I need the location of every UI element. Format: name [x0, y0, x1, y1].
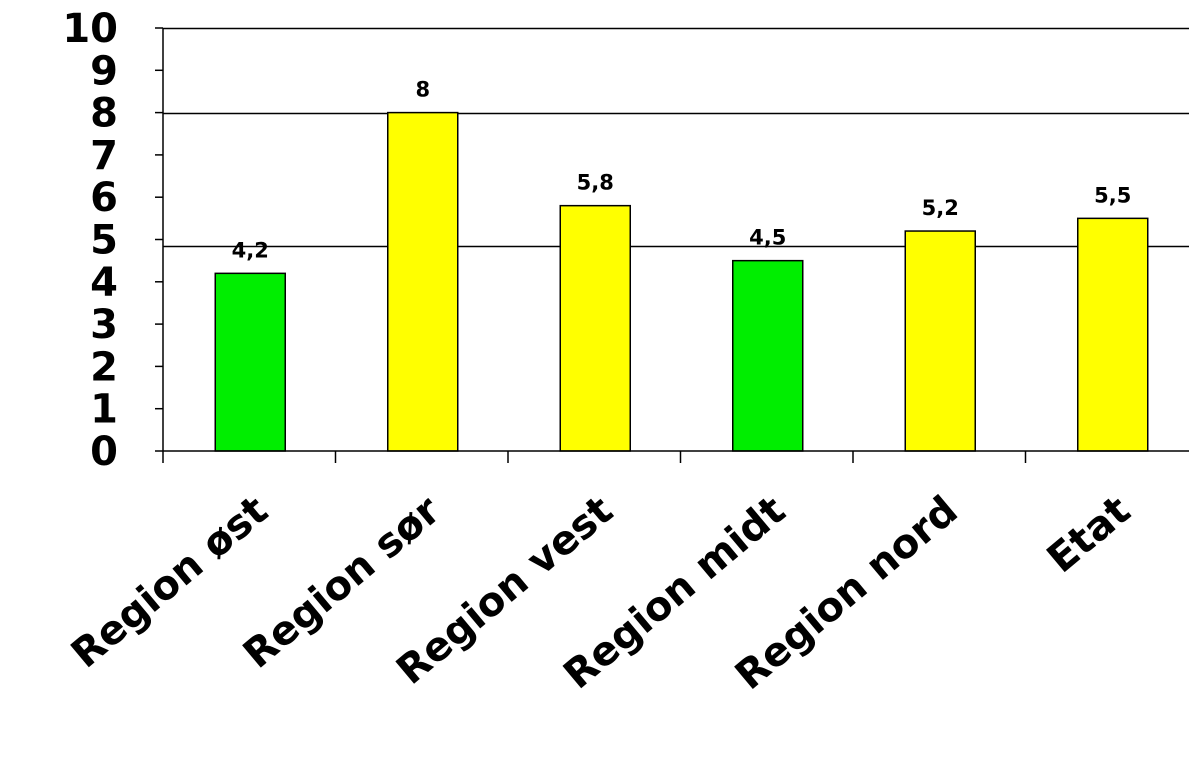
y-tick-label: 1 — [90, 387, 118, 433]
y-tick-label: 4 — [90, 260, 118, 306]
reference-lines — [163, 27, 1189, 248]
bar — [559, 204, 631, 452]
x-tick-label: Etat — [1039, 487, 1139, 582]
data-label: 8 — [415, 78, 430, 102]
y-tick-label: 10 — [62, 6, 118, 52]
y-tick-label: 9 — [90, 48, 118, 94]
y-tick-label: 7 — [90, 133, 118, 179]
y-tick-label: 5 — [90, 218, 118, 264]
bar — [732, 259, 804, 452]
data-label: 5,8 — [577, 171, 614, 195]
y-tick-label: 2 — [90, 344, 118, 390]
y-tick-label: 0 — [90, 429, 118, 475]
bar — [214, 272, 286, 452]
bars — [214, 111, 1149, 452]
data-label: 5,5 — [1094, 183, 1131, 207]
y-tick-label: 6 — [90, 175, 118, 221]
y-tick-label: 3 — [90, 302, 118, 348]
axes — [155, 27, 1189, 463]
bar — [904, 230, 976, 452]
bar — [387, 111, 459, 452]
bar — [1077, 217, 1149, 452]
data-label: 4,5 — [749, 226, 786, 250]
data-labels: 4,2 8 5,8 4,5 5,2 5,5 — [232, 78, 1132, 263]
y-tick-label: 8 — [90, 91, 118, 137]
data-label: 5,2 — [922, 196, 959, 220]
data-label: 4,2 — [232, 238, 269, 262]
